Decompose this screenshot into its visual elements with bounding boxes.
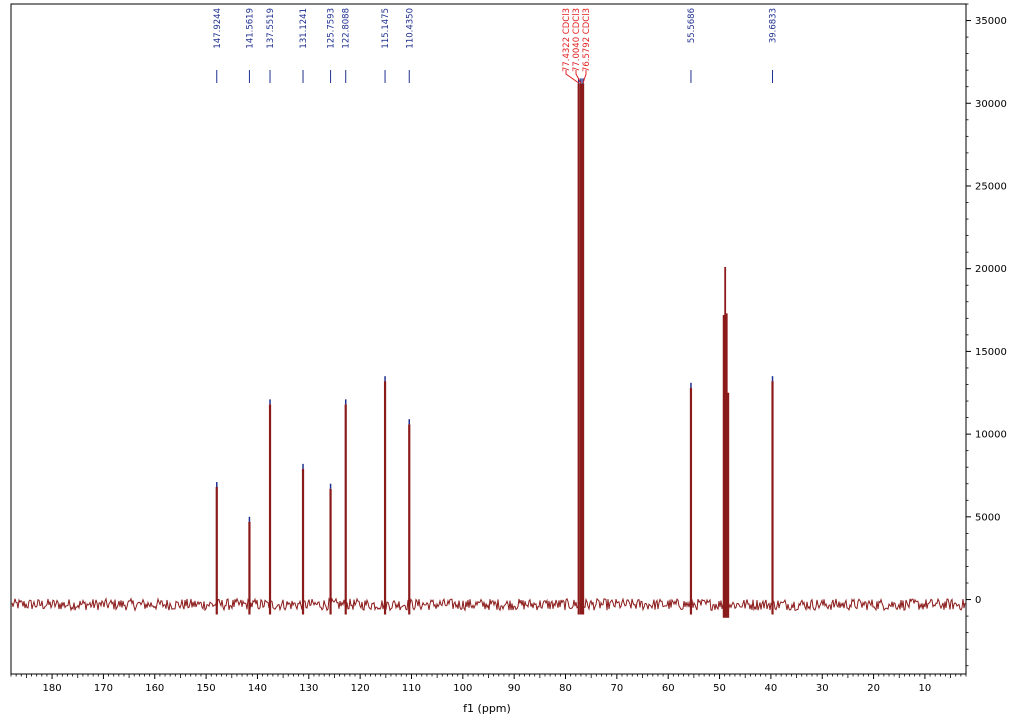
- y-tick-label-6: 5000: [975, 512, 1000, 523]
- x-axis: 180 170 160 150 140 130 120 110 100 90 80 70 60 50 40 3…: [10, 674, 967, 694]
- peak-label-5: 122.8088: [342, 8, 352, 49]
- peak-label-11: 55.5686: [687, 8, 697, 43]
- peak-label-6: 115.1475: [381, 8, 391, 49]
- y-tick-label-5: 10000: [975, 430, 1007, 441]
- peak-label-7: 110.4350: [405, 8, 415, 49]
- x-tick-label-15: 30: [816, 683, 829, 694]
- peak-label-8: 77.4322 CDCl3: [562, 8, 572, 72]
- plot-frame: [10, 3, 967, 675]
- spectrum-layer: [11, 78, 966, 618]
- x-tick-label-7: 110: [402, 683, 421, 694]
- x-tick-label-5: 130: [299, 683, 318, 694]
- x-tick-label-12: 60: [662, 683, 675, 694]
- peak-label-3: 131.1241: [299, 8, 309, 49]
- y-tick-label-0: 35000: [975, 16, 1007, 27]
- peak-leader-9: [575, 70, 582, 84]
- x-tick-label-4: 140: [248, 683, 267, 694]
- peak-label-1: 141.5619: [245, 8, 255, 49]
- peak-leader-10: [582, 70, 587, 84]
- x-tick-label-8: 100: [453, 683, 472, 694]
- baseline-noise: [11, 597, 966, 612]
- y-tick-label-3: 20000: [975, 264, 1007, 275]
- y-tick-label-7: 0: [975, 595, 981, 606]
- x-tick-label-14: 40: [765, 683, 778, 694]
- peak-label-0: 147.9244: [213, 8, 223, 49]
- y-tick-label-4: 15000: [975, 347, 1007, 358]
- x-tick-label-16: 20: [867, 683, 880, 694]
- x-tick-label-3: 150: [197, 683, 216, 694]
- peak-labels: 147.9244 141.5619 137.5519 131.1241 125.7593…: [213, 8, 779, 84]
- y-tick-label-2: 25000: [975, 181, 1007, 192]
- x-tick-label-6: 120: [351, 683, 370, 694]
- x-tick-label-9: 90: [508, 683, 521, 694]
- x-tick-label-0: 180: [43, 683, 62, 694]
- x-tick-label-1: 170: [94, 683, 113, 694]
- peak-leader-8: [565, 70, 579, 84]
- peak-label-9: 77.0040 CDCl3: [572, 8, 582, 72]
- x-tick-label-2: 160: [145, 683, 164, 694]
- x-tick-label-11: 70: [610, 683, 623, 694]
- peak-label-4: 125.7593: [327, 8, 337, 49]
- peak-label-12: 39.6833: [769, 8, 779, 43]
- y-axis: 35000 30000 25000 20000 15000 10000 5000 0: [966, 3, 1007, 667]
- x-axis-title: f1 (ppm): [463, 702, 511, 715]
- x-tick-label-13: 50: [713, 683, 726, 694]
- x-tick-label-10: 80: [559, 683, 572, 694]
- x-tick-label-17: 10: [919, 683, 932, 694]
- peak-label-10: 76.5792 CDCl3: [582, 8, 592, 72]
- y-tick-label-1: 30000: [975, 99, 1007, 110]
- peak-label-2: 137.5519: [266, 8, 276, 49]
